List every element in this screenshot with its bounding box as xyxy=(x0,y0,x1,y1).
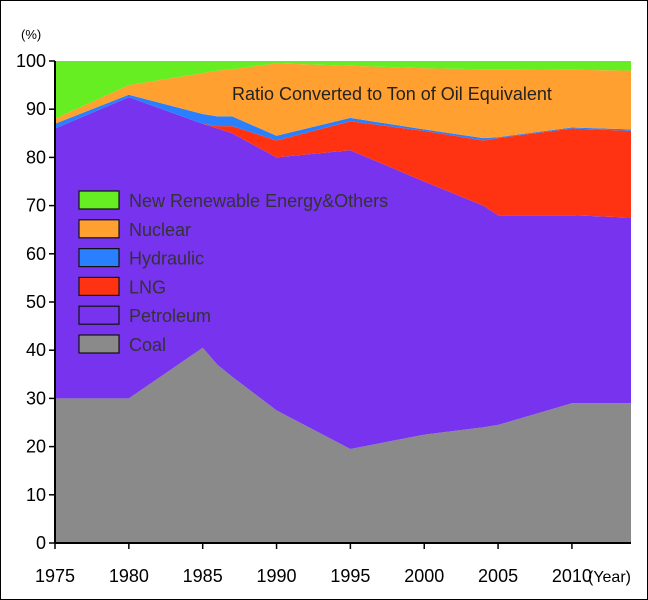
y-tick-label: 20 xyxy=(26,437,46,457)
series-areas xyxy=(55,61,631,543)
legend-swatch-nuclear xyxy=(78,219,120,239)
y-tick-label: 70 xyxy=(26,196,46,216)
x-tick-label: 1990 xyxy=(257,566,297,586)
area-new-renewable-energy-others xyxy=(55,61,631,119)
y-axis-unit-label: (%) xyxy=(21,27,41,42)
x-tick-label: 1995 xyxy=(330,566,370,586)
y-axis-ticks: 0 10 20 30 40 50 60 70 80 90 100 xyxy=(16,51,55,553)
y-tick-label: 0 xyxy=(36,533,46,553)
legend-swatch-hydraulic xyxy=(78,248,120,268)
y-tick-label: 40 xyxy=(26,340,46,360)
legend-label-coal: Coal xyxy=(129,335,166,355)
legend-label-petroleum: Petroleum xyxy=(129,306,211,326)
y-tick-label: 50 xyxy=(26,292,46,312)
legend-label-hydraulic: Hydraulic xyxy=(129,249,204,269)
area-lng xyxy=(55,97,631,218)
x-axis-unit-label: (Year) xyxy=(588,569,631,586)
area-coal xyxy=(55,347,631,543)
y-tick-label: 30 xyxy=(26,388,46,408)
legend-swatch-petroleum xyxy=(78,305,120,325)
y-tick-label: 100 xyxy=(16,51,46,71)
y-tick-label: 80 xyxy=(26,147,46,167)
legend-label-lng: LNG xyxy=(129,277,166,297)
legend: New Renewable Energy&Others Nuclear Hydrau… xyxy=(78,190,388,355)
y-tick-label: 60 xyxy=(26,244,46,264)
legend-swatch-new-renewable-energy-others xyxy=(78,190,120,210)
y-tick-label: 90 xyxy=(26,99,46,119)
area-nuclear xyxy=(55,63,631,139)
area-petroleum xyxy=(55,97,631,449)
x-tick-label: 2000 xyxy=(404,566,444,586)
x-tick-label: 2010 xyxy=(552,566,592,586)
x-tick-label: 1975 xyxy=(35,566,75,586)
x-axis-ticks: 1975 1980 1985 1990 1995 2000 2005 2010(Year) xyxy=(35,543,631,586)
legend-swatch-coal xyxy=(78,334,120,354)
legend-label-new-renewable-energy-others: New Renewable Energy&Others xyxy=(129,191,388,211)
legend-label-nuclear: Nuclear xyxy=(129,220,191,240)
x-tick-label: 1980 xyxy=(109,566,149,586)
chart-title: Ratio Converted to Ton of Oil Equivalent xyxy=(232,84,552,104)
y-tick-label: 10 xyxy=(26,485,46,505)
x-tick-label: 2005 xyxy=(478,566,518,586)
legend-swatch-lng xyxy=(78,276,120,296)
x-tick-label: 1985 xyxy=(183,566,223,586)
